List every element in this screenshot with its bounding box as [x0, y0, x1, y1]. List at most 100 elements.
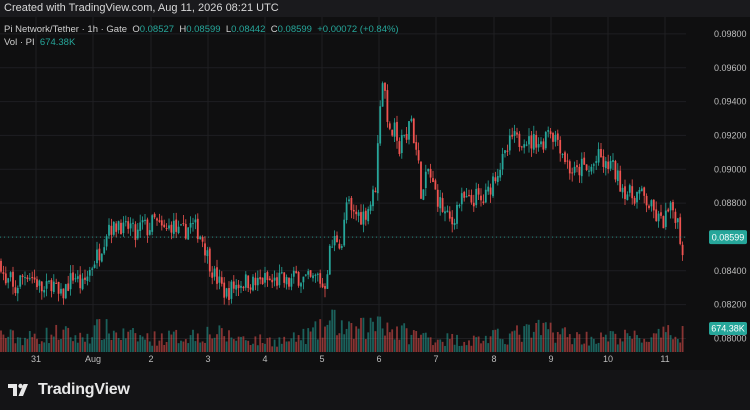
volume-bar	[650, 337, 653, 352]
volume-bar	[136, 341, 139, 352]
candle-body	[290, 278, 293, 287]
candle-body	[528, 136, 530, 145]
volume-bar	[120, 339, 122, 352]
candle-body	[674, 211, 677, 223]
volume-bar	[295, 341, 298, 352]
candle-body	[237, 284, 240, 289]
volume-bar	[237, 336, 240, 352]
volume-bar	[292, 332, 295, 352]
volume-bar	[422, 333, 425, 352]
candle-body	[4, 273, 7, 284]
volume-bar	[36, 338, 38, 352]
candle-body	[372, 189, 374, 207]
price-chart[interactable]: 0.09800 0.09600 0.09400 0.09200 0.09000 0.088…	[0, 17, 750, 370]
candle-body	[76, 276, 79, 279]
volume-bar	[57, 339, 60, 352]
candle-body	[400, 134, 403, 154]
volume-bar	[600, 332, 602, 352]
volume-bar	[48, 343, 50, 352]
volume-legend: Vol · PI 674.38K	[4, 37, 75, 48]
candle-body	[62, 288, 65, 299]
volume-bar	[247, 340, 250, 352]
candle-body	[648, 205, 650, 208]
candle-body	[52, 281, 55, 292]
candle-body	[170, 224, 173, 233]
volume-bar	[336, 335, 338, 352]
volume-bar	[93, 325, 96, 352]
candle-body	[429, 168, 432, 178]
last-price-label: 0.08599	[709, 230, 747, 245]
tradingview-logo[interactable]: TradingView	[8, 381, 130, 399]
volume-bar	[494, 329, 497, 352]
candle-body	[669, 202, 672, 211]
volume-bar	[288, 341, 290, 352]
volume-bar	[667, 325, 670, 352]
volume-bar	[12, 330, 14, 352]
candle-body	[319, 273, 322, 284]
candle-body	[98, 248, 101, 261]
candle-body	[36, 279, 38, 288]
volume-bar	[508, 333, 511, 352]
volume-bar	[16, 337, 19, 352]
volume-bar	[412, 330, 415, 352]
volume-bar	[304, 344, 307, 352]
volume-bar	[400, 325, 403, 352]
price-axis[interactable]: 0.09800 0.09600 0.09400 0.09200 0.09000 0.088…	[714, 29, 747, 344]
candle-body	[655, 209, 658, 222]
candle-body	[492, 176, 494, 197]
candle-body	[110, 225, 113, 235]
candle-body	[9, 272, 12, 278]
candle-body	[410, 118, 413, 122]
volume-bar	[96, 319, 98, 352]
brand-name: TradingView	[38, 381, 130, 398]
volume-bar	[79, 332, 82, 352]
candle-body	[2, 272, 5, 274]
volume-bar	[434, 342, 437, 352]
candle-body	[24, 277, 26, 279]
candle-body	[458, 205, 461, 207]
volume-legend-label[interactable]: Vol · PI	[4, 37, 35, 48]
candle-body	[216, 267, 218, 284]
candle-body	[268, 278, 271, 281]
volume-bar	[672, 339, 674, 352]
candle-body	[506, 150, 509, 152]
time-axis[interactable]: 31 Aug 2 3 4 5 6 7 8 9 10 11	[31, 354, 670, 364]
candle-body	[432, 178, 434, 182]
candle-body	[242, 286, 245, 289]
volume-bar	[496, 328, 499, 352]
candle-body	[175, 219, 178, 232]
candle-body	[206, 250, 209, 257]
volume-bar	[609, 331, 612, 352]
volume-bar	[564, 327, 566, 352]
candle-body	[672, 202, 674, 211]
volume-bar	[252, 343, 254, 352]
volume-bar	[276, 346, 278, 352]
legend-symbol[interactable]: Pi Network/Tether · 1h · Gate	[4, 24, 128, 35]
volume-bar	[240, 336, 242, 352]
candle-body	[7, 278, 10, 283]
candle-body	[652, 199, 655, 211]
volume-bar	[105, 319, 108, 352]
candle-body	[549, 131, 552, 135]
candle-body	[422, 189, 425, 200]
time-tick-label: 4	[262, 354, 267, 364]
volume-bar	[432, 345, 434, 352]
volume-bar	[307, 328, 310, 352]
candle-body	[192, 223, 194, 225]
volume-bar	[26, 339, 29, 352]
candle-body	[40, 281, 43, 292]
candle-body	[57, 281, 60, 294]
candle-body	[511, 134, 514, 137]
volume-bar	[554, 342, 557, 352]
volume-bar	[60, 338, 62, 352]
time-tick-label: 11	[660, 354, 669, 364]
volume-bar	[403, 323, 406, 352]
candle-body	[482, 201, 485, 204]
candle-body	[513, 131, 516, 136]
volume-bar	[189, 335, 192, 352]
volume-bar	[621, 341, 624, 352]
candle-body	[465, 196, 468, 198]
candle-body	[621, 187, 624, 193]
volume-bar	[312, 327, 314, 352]
volume-bar	[355, 326, 358, 352]
